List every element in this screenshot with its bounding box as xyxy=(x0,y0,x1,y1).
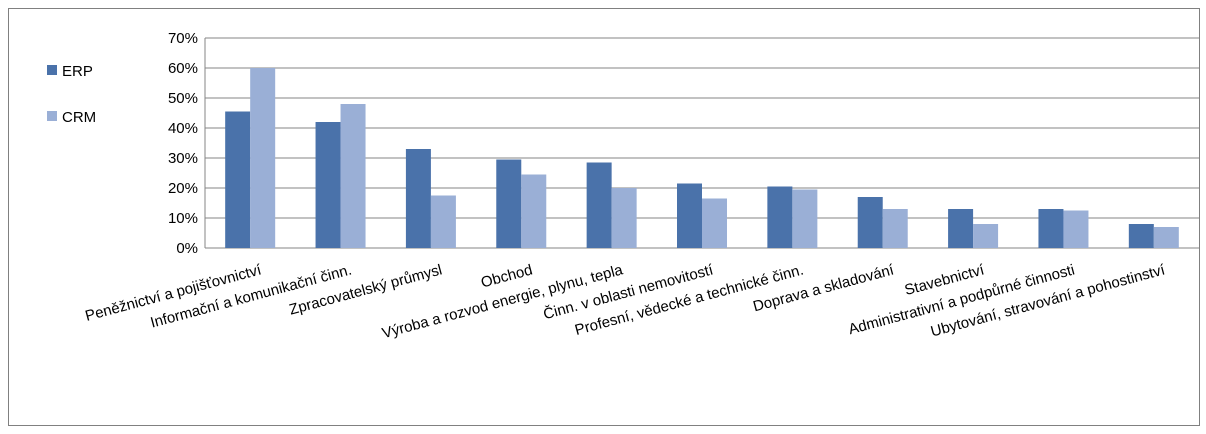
bar-crm xyxy=(973,224,999,248)
bar-crm xyxy=(702,198,727,248)
y-tick-label: 20% xyxy=(168,180,198,197)
bar-crm xyxy=(430,195,456,248)
legend-label-erp: ERP xyxy=(62,63,93,80)
bar-erp xyxy=(767,186,793,248)
y-tick-label: 50% xyxy=(168,90,198,107)
bar-crm xyxy=(1153,227,1179,248)
y-tick-label: 10% xyxy=(168,210,198,227)
bar-crm xyxy=(250,68,276,248)
category-label: Zpracovatelský průmysl xyxy=(287,261,444,318)
bar-erp xyxy=(315,122,341,248)
y-tick-label: 0% xyxy=(176,240,198,257)
y-tick-label: 70% xyxy=(168,30,198,47)
bar-erp xyxy=(586,162,612,248)
bar-erp xyxy=(496,159,522,248)
legend-swatch-erp xyxy=(47,65,57,75)
bar-erp xyxy=(857,197,883,248)
bar-crm xyxy=(882,209,908,248)
bar-erp xyxy=(948,209,974,248)
bar-chart: 0%10%20%30%40%50%60%70%Peněžnictví a poj… xyxy=(47,30,1199,342)
bar-crm xyxy=(1063,210,1089,248)
bar-erp xyxy=(405,149,431,248)
y-tick-label: 60% xyxy=(168,60,198,77)
legend-swatch-crm xyxy=(47,111,57,121)
legend-label-crm: CRM xyxy=(62,109,96,126)
bar-crm xyxy=(611,188,637,248)
bar-crm xyxy=(521,174,547,248)
bar-erp xyxy=(1128,224,1154,248)
bar-erp xyxy=(1038,209,1064,248)
bar-erp xyxy=(677,183,702,248)
y-tick-label: 40% xyxy=(168,120,198,137)
bar-erp xyxy=(225,111,251,248)
y-tick-label: 30% xyxy=(168,150,198,167)
bar-crm xyxy=(792,189,818,248)
chart-frame: 0% 10% 20% 30% 40% 50% 60% 70% Peněžnictví a poj… xyxy=(8,8,1200,426)
bar-crm xyxy=(340,104,366,248)
